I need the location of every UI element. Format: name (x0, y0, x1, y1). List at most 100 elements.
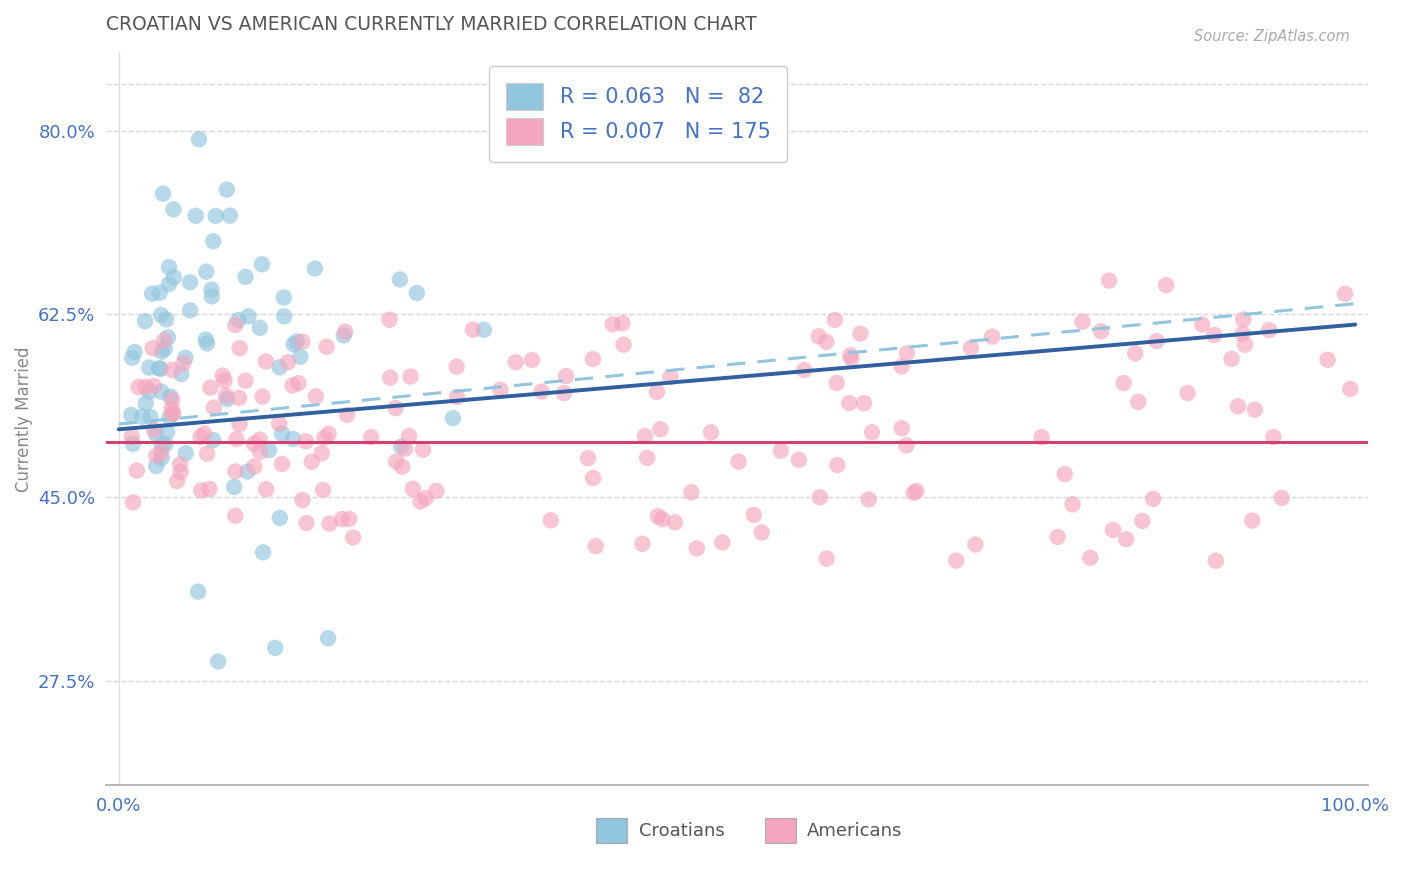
Point (965, 537, 987, 551)
Point (243, 436, 266, 450)
Point (1130, 514, 1153, 528)
Point (1071, 315, 1094, 329)
Point (446, 390, 468, 404)
Point (905, 483, 928, 498)
Point (1154, 278, 1177, 293)
Point (388, 272, 411, 286)
Point (150, 344, 173, 359)
Point (224, 508, 246, 523)
Point (686, 541, 709, 556)
Point (582, 471, 605, 485)
Point (179, 275, 201, 289)
Point (425, 483, 447, 498)
Point (184, 209, 207, 223)
Point (190, 430, 212, 444)
Point (505, 355, 527, 369)
Point (249, 433, 271, 447)
Point (1123, 346, 1146, 360)
Point (219, 209, 242, 223)
Point (405, 286, 427, 301)
Point (238, 310, 260, 324)
Point (150, 445, 173, 459)
Point (150, 450, 173, 465)
Point (204, 209, 226, 223)
Point (1115, 532, 1137, 546)
Point (283, 337, 305, 351)
Point (742, 508, 765, 522)
Point (1271, 491, 1294, 505)
Point (711, 535, 734, 549)
Point (342, 531, 364, 545)
Point (612, 337, 634, 351)
Point (896, 438, 918, 452)
Point (195, 447, 218, 461)
Point (1090, 324, 1112, 338)
Point (128, 380, 150, 394)
Point (841, 351, 863, 366)
Point (305, 389, 328, 403)
Point (228, 341, 250, 355)
Point (727, 455, 749, 469)
Point (402, 482, 425, 496)
Point (122, 495, 145, 509)
Point (793, 363, 815, 377)
Point (170, 465, 193, 479)
Point (582, 352, 605, 367)
Point (1334, 286, 1357, 301)
Point (645, 384, 668, 399)
Point (269, 417, 291, 431)
Point (157, 277, 180, 292)
Point (1177, 386, 1199, 401)
Point (315, 340, 337, 354)
Point (576, 451, 599, 466)
Point (1243, 402, 1265, 417)
Point (290, 350, 312, 364)
Point (235, 374, 257, 388)
Point (135, 380, 157, 394)
Point (1241, 514, 1264, 528)
Point (157, 260, 180, 275)
Point (530, 384, 553, 399)
Point (195, 336, 218, 351)
Point (188, 132, 211, 146)
Point (195, 265, 218, 279)
Point (1316, 352, 1339, 367)
Point (162, 392, 184, 407)
Point (236, 465, 259, 479)
Point (824, 313, 846, 327)
Point (121, 437, 143, 451)
Point (681, 485, 703, 500)
Point (187, 584, 209, 599)
Point (1227, 400, 1250, 414)
Point (217, 392, 239, 406)
Point (751, 525, 773, 540)
Point (162, 363, 184, 377)
Point (1205, 554, 1227, 568)
Point (249, 321, 271, 335)
Point (394, 442, 416, 456)
Point (225, 432, 247, 446)
Point (174, 351, 197, 365)
Point (960, 341, 983, 355)
Point (1263, 430, 1285, 444)
Point (277, 355, 299, 369)
Point (150, 438, 173, 452)
Point (287, 376, 309, 391)
Point (162, 202, 184, 217)
Point (138, 360, 160, 375)
Point (145, 449, 167, 463)
Point (121, 351, 143, 365)
Point (849, 326, 872, 341)
Point (139, 410, 162, 425)
Point (269, 511, 291, 525)
Point (257, 443, 280, 458)
Point (201, 289, 224, 303)
Point (170, 367, 193, 381)
Point (890, 359, 912, 374)
Point (415, 491, 437, 506)
Point (1062, 497, 1084, 511)
Point (1053, 467, 1076, 482)
Point (399, 369, 422, 384)
Point (1258, 323, 1281, 337)
Point (273, 290, 295, 304)
